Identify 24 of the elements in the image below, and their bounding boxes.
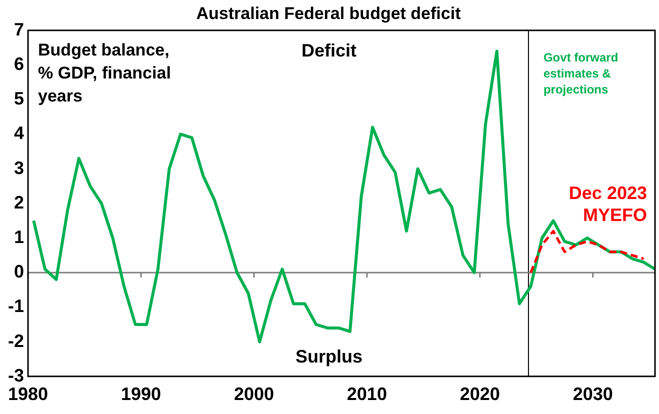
- y-tick-label: -2: [8, 330, 24, 351]
- line-series: [529, 230, 645, 274]
- y-tick-label: 0: [14, 262, 24, 282]
- y-tick-label: -3: [8, 365, 24, 386]
- x-tick-label: 1980: [8, 384, 48, 404]
- x-tick-label: 2010: [346, 384, 387, 404]
- x-tick-label: 1990: [120, 384, 162, 404]
- y-tick-label: -1: [8, 296, 24, 316]
- x-tick-label: 2000: [234, 384, 274, 404]
- annotation: Deficit: [301, 40, 356, 60]
- y-tick-label: 3: [14, 158, 24, 178]
- y-axis-title: Budget balance, % GDP, financial years: [38, 40, 171, 106]
- ref-line-label: Govt forward estimates & projections: [543, 50, 618, 97]
- x-tick-label: 2030: [572, 384, 613, 404]
- y-tick-label: 5: [14, 88, 24, 109]
- y-tick-label: 4: [14, 123, 24, 144]
- chart-title: Australian Federal budget deficit: [196, 4, 462, 23]
- y-tick-label: 7: [14, 19, 24, 40]
- annotation: Surplus: [295, 346, 362, 366]
- y-tick-label: 2: [14, 192, 24, 212]
- y-tick-label: 6: [14, 54, 24, 74]
- y-tick-label: 1: [14, 226, 24, 247]
- x-tick-label: 2020: [460, 384, 500, 404]
- series-label: Dec 2023 MYEFO: [568, 183, 647, 226]
